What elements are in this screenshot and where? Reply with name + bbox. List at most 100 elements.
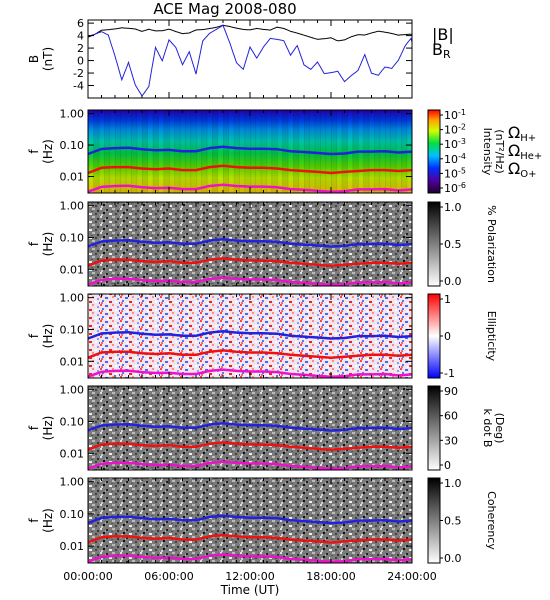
colorbar-label: Ellipticity <box>485 311 498 362</box>
gyrofrequency-line-o-plus <box>87 276 413 286</box>
y-axis-label: f <box>27 241 41 246</box>
spectrogram-column <box>325 110 332 193</box>
spectrogram-column <box>158 110 165 193</box>
y-tick-label: 4 <box>77 30 84 43</box>
spectrogram-column <box>120 110 127 193</box>
gyrofrequency-line-o-plus <box>87 183 413 193</box>
spectrogram-column <box>201 110 208 193</box>
colorbar-tick-label: 0.5 <box>444 515 462 528</box>
panel-polarization: 1.00 0.10 0.01 1.0 0.5 0.0 % Polarization f (Hz) <box>27 200 498 288</box>
colorbar-label: k dot B <box>481 409 494 448</box>
y-tick-label: 0 <box>77 55 84 68</box>
x-axis-title: Time (UT) <box>220 583 280 597</box>
panel-coherency: 1.00 0.10 0.01 1.0 0.5 0.0 Coherency f (Hz) <box>27 476 498 565</box>
colorbar-tick-label: 10-4 <box>444 152 466 166</box>
colorbar-tick-label: 60 <box>444 410 458 423</box>
spectrogram-column <box>115 110 121 193</box>
spectrogram-column <box>336 110 343 193</box>
panel-frame <box>87 385 413 471</box>
spectrogram-column <box>88 110 94 193</box>
colorbar-tick-label: 30 <box>444 434 458 447</box>
colorbar-polarization <box>427 201 441 287</box>
spectrogram-column <box>239 110 246 193</box>
colorbar-tick-label: 1.0 <box>444 201 462 214</box>
spectrogram-column <box>136 110 143 193</box>
y-axis-unit: (Hz) <box>41 232 55 257</box>
spectrogram-column <box>244 110 251 193</box>
spectrogram-column <box>217 110 224 193</box>
colorbar-tick-label: 10-2 <box>444 123 466 137</box>
panel-frame <box>87 19 413 99</box>
gyrofrequency-line-o-plus <box>87 460 413 470</box>
spectrogram-column <box>228 110 235 193</box>
panel-frame <box>87 201 413 287</box>
spectrogram-column <box>212 110 219 193</box>
y-tick-label: 1.00 <box>60 384 85 397</box>
spectrogram-column <box>147 110 154 193</box>
y-axis-label: f <box>27 425 41 430</box>
colorbar-tick-label: 0 <box>444 330 451 343</box>
panel-intensity: 1.00 0.10 0.01 10-110-210-310-410-510-6 Inte… <box>27 108 542 195</box>
y-tick-label: 2 <box>77 42 84 55</box>
x-tick-label: 24:00:00 <box>387 570 436 583</box>
y-tick-label: 0.01 <box>60 355 85 368</box>
gyrofrequency-line-he-plus <box>87 257 413 267</box>
spectrogram-column <box>314 110 321 193</box>
colorbar-intensity <box>427 109 441 194</box>
gyrofrequency-line-h-plus <box>87 422 413 432</box>
gyrofrequency-line-o-plus <box>87 553 413 563</box>
legend-entry-b-magnitude: |B| <box>432 25 454 44</box>
spectrogram-column <box>266 110 273 193</box>
gyrofrequency-line-he-plus <box>87 533 413 544</box>
colorbar-tick-label: 0 <box>444 459 451 472</box>
gyrofrequency-line-h-plus <box>87 145 413 156</box>
colorbar-tick-label: 10-3 <box>444 137 466 151</box>
panel-frame <box>87 109 413 194</box>
y-tick-label: -2 <box>73 67 84 80</box>
y-axis-unit: (Hz) <box>41 416 55 441</box>
gyrofrequency-line-he-plus <box>87 164 413 175</box>
colorbar-tick-label: 0.0 <box>444 275 462 288</box>
colorbar-tick-label: 10-6 <box>444 181 466 195</box>
y-axis-label: B <box>27 55 41 63</box>
spectrogram-column <box>277 110 283 193</box>
spectrogram-column <box>131 110 138 193</box>
y-tick-label: 0.10 <box>60 415 85 428</box>
gyrofrequency-line-o-plus <box>87 368 413 378</box>
y-tick-label: 0.01 <box>60 263 85 276</box>
panel-frame <box>87 477 413 564</box>
y-axis-unit: (nT) <box>41 47 55 71</box>
colorbar-unit: (Deg) <box>493 413 506 444</box>
y-axis-unit: (Hz) <box>41 139 55 164</box>
spectrogram-column <box>125 110 132 193</box>
colorbar-tick-label: 90 <box>444 385 458 398</box>
y-tick-label: 1.00 <box>60 476 85 489</box>
y-axis-unit: (Hz) <box>41 324 55 349</box>
y-tick-label: 1.00 <box>60 108 85 121</box>
spectrogram-column <box>98 110 105 193</box>
panel-ellipticity: 1.00 0.10 0.01 1 0 -1 Ellipticity f (Hz) <box>27 292 498 380</box>
y-tick-label: -4 <box>73 80 84 93</box>
spectrogram-column <box>260 110 267 193</box>
series-line--b- <box>87 24 413 42</box>
colorbar-label: Intensity <box>481 128 494 176</box>
colorbar-tick-label: -1 <box>444 367 455 380</box>
spectrogram-column <box>223 110 229 193</box>
colorbar-tick-label: 0.0 <box>444 552 462 565</box>
x-tick-label: 00:00:00 <box>63 570 112 583</box>
legend-entry-omega-o-plus: ΩO+ <box>508 159 536 180</box>
spectrogram-column <box>142 110 148 193</box>
spectrogram-column <box>250 110 256 193</box>
spectrogram-column <box>341 110 348 193</box>
panel-kdotb: 1.00 0.10 0.01 90 60 30 0 k dot B (Deg) f (Hz) <box>27 384 506 472</box>
colorbar-ellipticity <box>427 293 441 379</box>
spectrogram-column <box>320 110 327 193</box>
gyrofrequency-line-he-plus <box>87 349 413 359</box>
y-axis-label: f <box>27 149 41 154</box>
x-axis-labels: 00:00:00 06:00:00 12:00:00 18:00:00 24:0… <box>63 570 436 597</box>
y-tick-label: 1.00 <box>60 200 85 213</box>
colorbar-tick-label: 0.5 <box>444 238 462 251</box>
chart-title: ACE Mag 2008-080 <box>153 0 296 18</box>
spectrogram-column <box>233 110 240 193</box>
